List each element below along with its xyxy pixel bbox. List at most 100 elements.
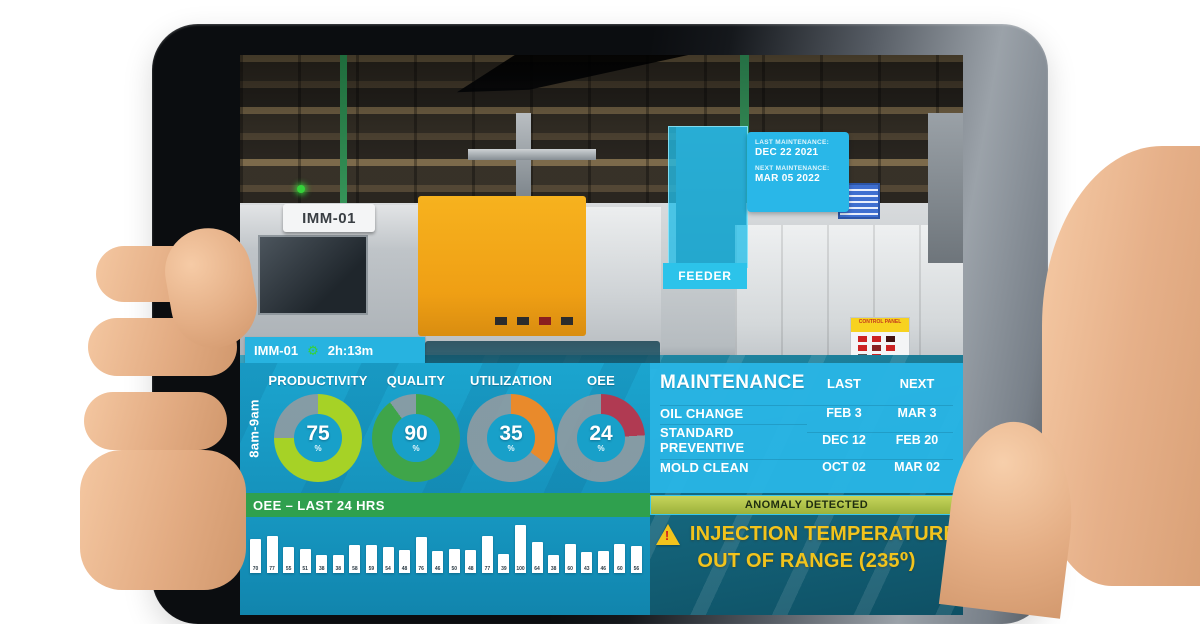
oee-bar-value: 76	[418, 566, 424, 572]
control-cabinets	[735, 225, 963, 367]
tablet-device: CONTROL PANEL IMM-01 FEEDER LAST MAINTEN…	[152, 24, 1048, 624]
oee-bar: 48	[399, 550, 411, 573]
maintenance-task: STANDARD PREVENTIVE	[660, 424, 807, 455]
oee-bar: 100	[515, 525, 526, 573]
equipment-rack	[928, 113, 963, 263]
oee-bar-value: 54	[385, 566, 391, 572]
gauge-value: 35	[499, 422, 523, 445]
gauge-label: QUALITY	[386, 373, 446, 388]
next-maintenance-date: MAR 05 2022	[755, 173, 820, 184]
oee-chart-panel: 70 77 55 51 38 38 58 59 54 48 76 46 50 48 77 39 100 64 38 6…	[240, 517, 650, 615]
gauge-value: 24	[589, 422, 613, 445]
oee-bar-value: 70	[252, 566, 259, 572]
maintenance-next-date: FEB 20	[881, 432, 953, 447]
oee-bar: 43	[581, 552, 593, 573]
feeder-highlight-hotspot[interactable]	[668, 126, 748, 268]
maintenance-tooltip: LAST MAINTENANCE: DEC 22 2021 NEXT MAINT…	[747, 132, 849, 212]
control-panel-label: CONTROL PANEL	[851, 318, 909, 332]
maintenance-last-date: DEC 12	[807, 432, 881, 447]
gauge-productivity: PRODUCTIVITY 75 %	[258, 373, 378, 482]
gauge-oee: OEE 24 %	[556, 373, 646, 482]
last-maintenance-label: LAST MAINTENANCE:	[755, 139, 830, 146]
warning-triangle-icon	[655, 524, 680, 545]
gauge-utilization: UTILIZATION 35 %	[451, 373, 571, 482]
column-header-next: NEXT	[899, 375, 935, 391]
oee-bar: 55	[283, 547, 295, 573]
maintenance-next-date: MAR 3	[881, 405, 953, 420]
gear-icon: ⚙	[307, 342, 319, 358]
oee-bar-value: 38	[335, 566, 342, 572]
last-maintenance-date: DEC 22 2021	[755, 147, 819, 158]
oee-bar-chart: 70 77 55 51 38 38 58 59 54 48 76 46 50 48 77 39 100 64 38 6…	[250, 521, 642, 573]
oee-bar-value: 39	[501, 566, 507, 572]
gauge-label: PRODUCTIVITY	[268, 373, 368, 388]
maintenance-last-date: OCT 02	[807, 459, 881, 474]
oee-bar: 46	[597, 551, 609, 573]
oee-bar-value: 77	[484, 566, 491, 572]
gauge-value: 75	[306, 422, 330, 445]
gauge-unit: %	[314, 444, 322, 453]
yellow-safety-guard	[418, 196, 743, 451]
oee-bar-value: 51	[302, 566, 308, 572]
oee-bar-value: 56	[633, 566, 640, 572]
oee-bar-value: 55	[285, 566, 292, 572]
oee-bar-value: 46	[600, 566, 607, 572]
safety-sign	[838, 183, 880, 219]
oee-bar: 38	[332, 555, 344, 573]
maintenance-panel: MAINTENANCE LAST NEXT OIL CHANGE FEB 3 M…	[650, 363, 963, 493]
oee-bar: 59	[365, 545, 377, 573]
oee-bar-value: 50	[451, 566, 458, 572]
indicator-lights	[858, 336, 867, 342]
oee-bar: 46	[432, 551, 444, 573]
gauge-label: OEE	[586, 373, 616, 388]
green-pipe	[340, 55, 347, 213]
oee-bar: 39	[498, 554, 510, 573]
oee-bar: 38	[316, 555, 328, 573]
oee-chart-title: OEE – LAST 24 HRS	[240, 493, 650, 517]
warning-text-line2: OUT OF RANGE (235⁰)	[697, 550, 916, 572]
oee-bar-value: 46	[434, 566, 441, 572]
status-machine-id: IMM-01	[254, 342, 299, 358]
oee-bar-value: 77	[269, 566, 275, 572]
oee-bar-value: 60	[567, 566, 573, 572]
oee-bar: 56	[630, 546, 642, 573]
maintenance-next-date: MAR 02	[881, 459, 953, 474]
gauge-unit: %	[412, 444, 420, 453]
guard-buttons	[495, 317, 507, 325]
oee-bar-value: 58	[352, 566, 358, 572]
left-hand-finger	[84, 392, 227, 450]
oee-bar: 77	[266, 536, 278, 573]
oee-bar: 54	[382, 547, 394, 573]
donut-chart: 90 %	[372, 394, 460, 482]
oee-bar: 58	[349, 545, 361, 573]
anomaly-banner: ANOMALY DETECTED	[650, 495, 963, 515]
oee-bar-value: 48	[468, 566, 474, 572]
maintenance-task: MOLD CLEAN	[660, 458, 807, 475]
overhead-beam	[468, 149, 596, 160]
oee-bar-value: 43	[583, 566, 590, 572]
feeder-label[interactable]: FEEDER	[663, 263, 747, 289]
next-maintenance-label: NEXT MAINTENANCE:	[755, 165, 830, 172]
donut-chart: 35 %	[467, 394, 555, 482]
maintenance-title: MAINTENANCE	[660, 372, 805, 393]
oee-bar-value: 60	[617, 566, 623, 572]
status-led	[297, 185, 305, 193]
oee-bar: 60	[614, 544, 626, 573]
gauge-value: 90	[404, 422, 428, 445]
warning-text-line1: INJECTION TEMPERATURE	[689, 523, 958, 545]
maintenance-task: OIL CHANGE	[660, 404, 807, 421]
status-runtime: 2h:13m	[327, 342, 374, 358]
oee-bar-value: 48	[401, 566, 408, 572]
machine-status-bar[interactable]: IMM-01 ⚙ 2h:13m	[245, 337, 425, 363]
oee-bar-value: 59	[368, 566, 375, 572]
donut-chart: 75 %	[274, 394, 362, 482]
oee-bar: 76	[415, 537, 427, 573]
oee-bar-value: 38	[318, 566, 325, 572]
oee-bar: 77	[481, 536, 493, 573]
left-hand-palm	[80, 450, 246, 590]
oee-bar: 60	[564, 544, 576, 573]
oee-bar: 51	[299, 549, 311, 573]
maintenance-last-date: FEB 3	[807, 405, 881, 420]
machine-window	[258, 235, 368, 315]
oee-bar: 48	[465, 550, 477, 573]
